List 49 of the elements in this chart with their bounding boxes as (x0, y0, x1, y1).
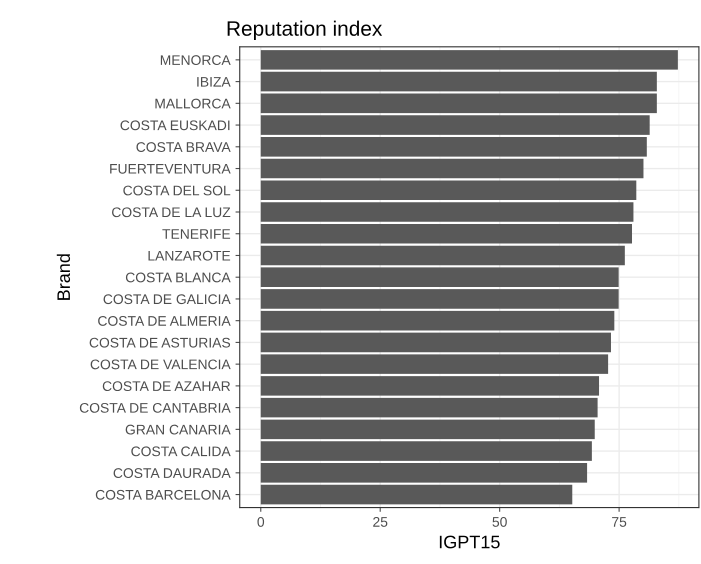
bar (260, 332, 611, 352)
y-tick-label: COSTA DE LA LUZ (112, 207, 230, 218)
y-tick-label: TENERIFE (162, 229, 230, 239)
bar (260, 441, 592, 461)
bar (260, 158, 644, 178)
y-tick-label: COSTA DE CANTABRIA (80, 402, 231, 413)
bar (260, 289, 619, 309)
bar (260, 180, 636, 200)
bar (260, 224, 632, 244)
bar (260, 398, 598, 418)
x-tick-label: 75 (612, 517, 626, 527)
bar (260, 267, 619, 287)
y-tick-label: COSTA BLANCA (126, 272, 231, 282)
bar (260, 246, 625, 266)
y-tick-label: COSTA DE VALENCIA (90, 359, 231, 370)
y-tick-label: FUERTEVENTURA (110, 164, 231, 174)
y-axis-title: Brand (56, 254, 70, 300)
x-tick-label: 0 (257, 516, 264, 527)
y-tick-label: GRAN CANARIA (126, 424, 231, 435)
y-tick-label: COSTA DE ALMERIA (98, 316, 231, 326)
y-tick-label: COSTA DAURADA (114, 468, 231, 478)
y-tick-label: MALLORCA (155, 98, 231, 108)
bar (260, 420, 595, 440)
y-tick-label: COSTA CALIDA (131, 446, 231, 456)
bar (260, 463, 588, 483)
bar (260, 94, 657, 114)
y-tick-label: COSTA DEL SOL (123, 186, 230, 196)
x-axis-title: IGPT15 (440, 536, 500, 548)
bar (260, 376, 600, 396)
y-tick-label: COSTA DE AZAHAR (102, 381, 230, 392)
y-tick-label: COSTA DE ASTURIAS (90, 338, 230, 348)
y-tick-label: MENORCA (160, 55, 231, 66)
chart-title: Reputation index (228, 20, 382, 40)
x-tick-label: 50 (492, 516, 507, 527)
bar (260, 115, 650, 135)
bar (260, 72, 657, 92)
bar (260, 354, 608, 374)
y-tick-label: COSTA BARCELONA (96, 490, 231, 500)
bar (260, 202, 634, 222)
bar (260, 484, 572, 504)
bar (260, 137, 647, 157)
bar (260, 50, 678, 70)
y-tick-label: COSTA BRAVA (136, 142, 231, 152)
y-tick-label: COSTA DE GALICIA (104, 294, 231, 304)
y-tick-label: IBIZA (197, 77, 231, 87)
y-tick-label: LANZAROTE (148, 250, 230, 261)
bar (260, 310, 614, 330)
y-tick-label: COSTA EUSKADI (120, 120, 230, 130)
x-tick-label: 25 (373, 516, 388, 527)
